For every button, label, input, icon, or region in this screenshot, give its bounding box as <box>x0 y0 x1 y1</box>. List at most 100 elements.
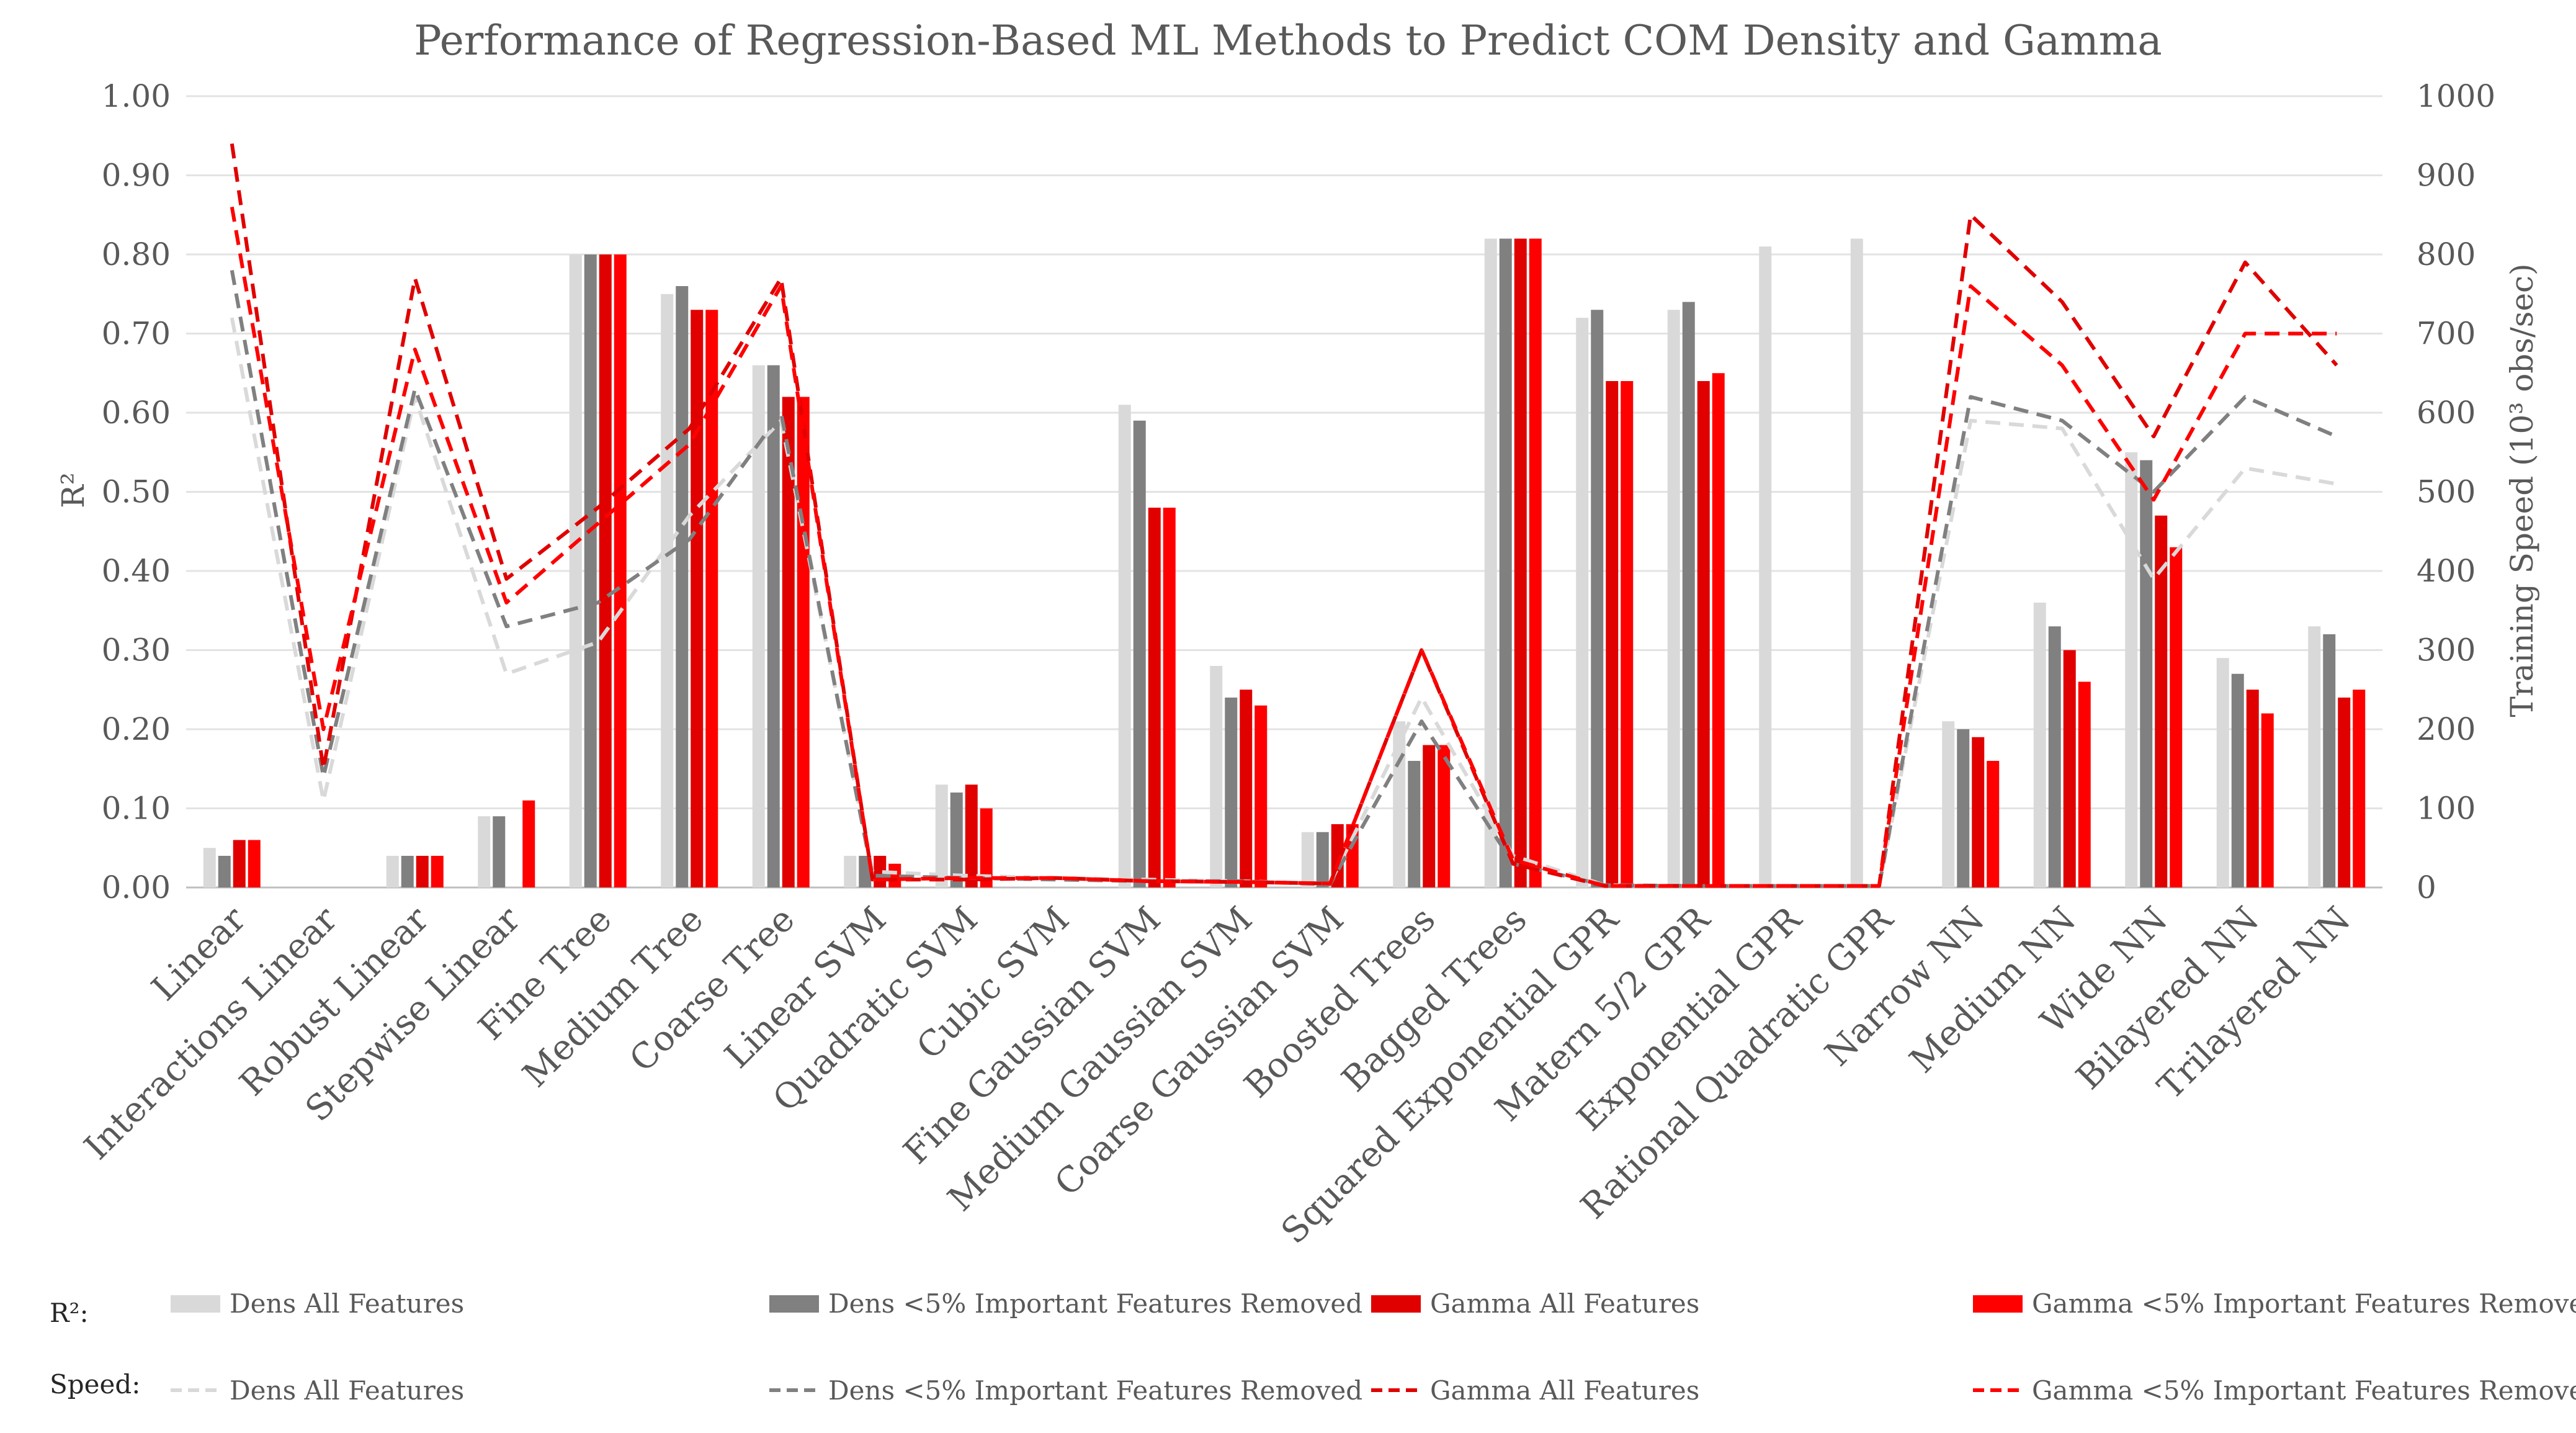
y-tick-left: 0.90 <box>102 158 171 194</box>
bar <box>478 816 491 887</box>
chart-title: Performance of Regression-Based ML Metho… <box>414 17 2162 65</box>
y-tick-left: 0.70 <box>102 316 171 352</box>
legend-bar-swatch <box>769 1295 819 1313</box>
legend-bar-label: Dens All Features <box>230 1288 464 1319</box>
bar <box>1254 705 1268 887</box>
legend-bar-entries: Dens All Features Dens <5% Important Feat… <box>171 1288 2576 1319</box>
bar <box>1759 246 1772 887</box>
bar <box>2308 626 2321 887</box>
bar <box>233 840 246 887</box>
bar <box>888 863 901 887</box>
bar <box>218 856 231 887</box>
bar <box>1576 318 1589 887</box>
y-tick-left: 0.40 <box>102 553 171 589</box>
y-tick-right: 800 <box>2417 236 2475 272</box>
bar <box>1514 238 1527 887</box>
gridlines <box>186 95 2382 889</box>
legend-line-label: Gamma All Features <box>1430 1375 1699 1406</box>
legend-bar-swatch <box>1371 1295 1421 1313</box>
bar <box>2323 634 2336 887</box>
bar <box>2353 690 2366 887</box>
bar <box>2033 603 2046 887</box>
bar <box>1118 405 1131 887</box>
y-axis-right: 0 100 200 300 400 500 600 700 800 900 1000 <box>2417 78 2495 905</box>
bar <box>1423 745 1436 887</box>
x-tick-label: Narrow NN <box>1817 899 1992 1074</box>
bar <box>950 793 963 887</box>
bar <box>203 848 216 887</box>
x-tick-label: Linear SVM <box>717 899 894 1076</box>
legend: R²: Speed: Dens All Features Dens <5% Imp… <box>50 1288 2576 1406</box>
legend-bar-swatch <box>1973 1295 2023 1313</box>
bar <box>1942 721 1955 887</box>
y-tick-left: 0.60 <box>102 395 171 431</box>
bar <box>2170 547 2183 887</box>
y-tick-right: 500 <box>2417 474 2475 510</box>
bar <box>935 784 948 887</box>
bar <box>522 800 535 887</box>
series-line <box>230 317 2337 888</box>
bar <box>2063 650 2076 887</box>
bar <box>661 294 674 887</box>
y-tick-right: 200 <box>2417 711 2475 747</box>
bar <box>2246 690 2259 887</box>
bar <box>2140 460 2153 887</box>
bar <box>2338 698 2351 887</box>
y-tick-right: 100 <box>2417 791 2475 827</box>
bar <box>584 254 597 887</box>
bar <box>1210 666 1223 887</box>
y-axis-left: 0.00 0.10 0.20 0.30 0.40 0.50 0.60 0.70 0.80 0.90… <box>102 78 171 905</box>
bar <box>614 254 627 887</box>
bar <box>1438 745 1451 887</box>
bar <box>1529 238 1542 887</box>
bar <box>1240 690 1253 887</box>
bar <box>386 856 399 887</box>
y-tick-left: 0.10 <box>102 791 171 827</box>
legend-line-entries: Dens All Features Dens <5% Important Feat… <box>171 1375 2576 1406</box>
bar <box>1225 698 1238 887</box>
legend-bar-swatch <box>171 1295 220 1313</box>
bar <box>2125 452 2138 887</box>
bar <box>1850 238 1863 887</box>
legend-bar-label: Gamma All Features <box>1430 1288 1699 1319</box>
bar <box>1606 381 1619 887</box>
bar <box>691 310 704 887</box>
y-tick-right: 0 <box>2417 869 2436 905</box>
bar <box>980 808 993 887</box>
bar <box>2048 626 2061 887</box>
bar <box>1591 310 1604 887</box>
bar <box>1301 832 1314 887</box>
y-tick-right: 900 <box>2417 158 2475 194</box>
bar-group <box>203 238 2366 887</box>
y-tick-left: 0.80 <box>102 236 171 272</box>
bar <box>1697 381 1710 887</box>
y-tick-right: 700 <box>2417 316 2475 352</box>
bar <box>676 286 689 887</box>
bar <box>1621 381 1634 887</box>
bar <box>782 397 795 887</box>
bar <box>1682 302 1695 887</box>
legend-r2-label: R²: <box>50 1298 89 1328</box>
y-tick-left: 0.00 <box>102 869 171 905</box>
y-tick-right: 400 <box>2417 553 2475 589</box>
bar <box>844 856 857 887</box>
bar <box>705 310 718 887</box>
bar <box>1667 310 1680 887</box>
y-tick-left: 0.20 <box>102 711 171 747</box>
legend-bar-label: Gamma <5% Important Features Removed <box>2032 1288 2576 1319</box>
bar <box>401 856 414 887</box>
bar <box>248 840 261 887</box>
bar <box>1316 832 1329 887</box>
legend-line-label: Gamma <5% Important Features Removed <box>2032 1375 2576 1406</box>
bar <box>752 365 765 887</box>
legend-line-label: Dens <5% Important Features Removed <box>828 1375 1362 1406</box>
legend-line-label: Dens All Features <box>230 1375 464 1406</box>
bar <box>416 856 429 887</box>
bar <box>2078 681 2091 887</box>
y-tick-right: 600 <box>2417 395 2475 431</box>
bar <box>767 365 780 887</box>
y-tick-left: 1.00 <box>102 78 171 114</box>
bar <box>1499 238 1512 887</box>
